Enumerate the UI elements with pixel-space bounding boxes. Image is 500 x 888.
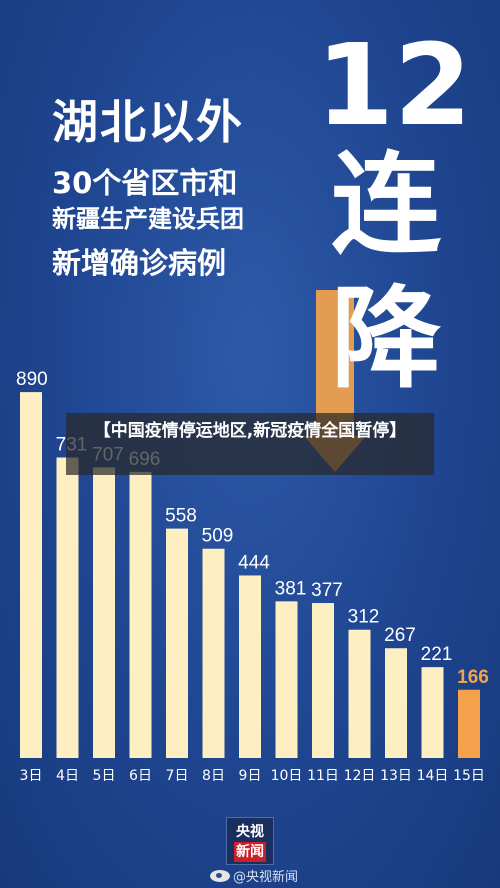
data-label: 377: [311, 580, 343, 601]
bar-7日: [166, 528, 188, 758]
x-tick-label: 12日: [344, 768, 376, 784]
bar-8日: [202, 548, 225, 758]
bar-11日: [312, 603, 334, 758]
bar-4日: [56, 457, 79, 758]
headline-line-1: 湖北以外: [52, 95, 244, 149]
data-label: 890: [16, 369, 48, 390]
x-tick-label: 8日: [202, 768, 225, 784]
x-tick-label: 3日: [20, 768, 43, 784]
big-char-consecutive: 连: [331, 141, 441, 269]
bar-9日: [239, 575, 261, 758]
x-tick-label: 15日: [453, 768, 485, 784]
credit-text: @央视新闻: [233, 870, 299, 885]
bar-14日: [421, 667, 444, 758]
data-label: 381: [275, 578, 307, 599]
headline-line-2: 30个省区市和: [52, 166, 238, 200]
logo-line-1: 央视: [236, 824, 264, 840]
bar-3日: [20, 392, 42, 758]
headline-line-4: 新增确诊病例: [52, 246, 227, 280]
x-tick-label: 14日: [417, 768, 449, 784]
data-label: 166: [457, 667, 489, 688]
big-number-twelve: 12: [316, 21, 472, 151]
bar-10日: [275, 601, 298, 758]
bar-13日: [385, 648, 407, 758]
x-tick-label: 4日: [56, 768, 79, 784]
x-tick-label: 13日: [380, 768, 412, 784]
x-tick-label: 6日: [129, 768, 152, 784]
bar-6日: [129, 471, 152, 758]
big-char-decline: 降: [331, 275, 441, 403]
bar-12日: [348, 629, 371, 758]
overlay-title-banner: 【中国疫情停运地区,新冠疫情全国暂停】: [66, 413, 434, 475]
x-tick-label: 10日: [271, 768, 303, 784]
data-label: 312: [348, 607, 380, 628]
data-label: 558: [165, 506, 197, 527]
x-tick-label: 5日: [93, 768, 116, 784]
data-label: 444: [238, 552, 270, 573]
data-label: 267: [384, 625, 416, 646]
data-label: 509: [202, 526, 234, 547]
cctv-news-logo: 央视 新闻: [226, 817, 274, 865]
source-credit: @央视新闻: [210, 866, 298, 885]
headline-line-3: 新疆生产建设兵团: [52, 205, 244, 233]
x-tick-label: 7日: [166, 768, 189, 784]
weibo-icon: [210, 869, 230, 882]
x-tick-label: 9日: [239, 768, 262, 784]
x-tick-label: 11日: [307, 768, 339, 784]
data-label: 221: [421, 644, 453, 665]
bar-5日: [93, 467, 115, 758]
bar-chart: 8903日7314日7075日6966日5587日5098日4449日38110…: [16, 369, 489, 784]
logo-line-2: 新闻: [234, 842, 266, 862]
bar-15日: [458, 689, 480, 758]
